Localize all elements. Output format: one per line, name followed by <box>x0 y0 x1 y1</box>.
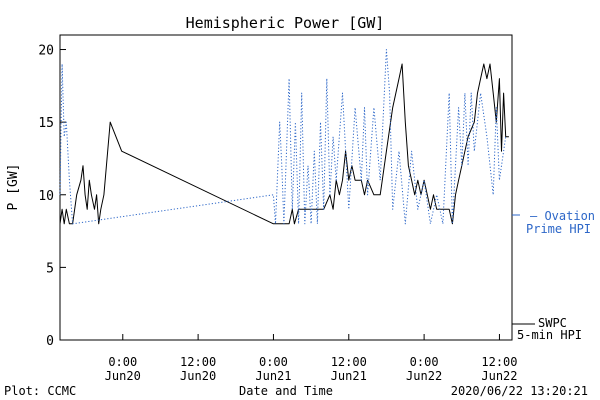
chart-title: Hemispheric Power [GW] <box>186 14 385 32</box>
x-tick-time-0: 0:00 <box>108 355 137 369</box>
y-tick-label-0: 0 <box>46 334 54 349</box>
legend-ovation: — Ovation Prime HPI <box>512 209 595 236</box>
x-tick-date-4: Jun22 <box>406 369 442 383</box>
legend-swpc-line2: 5-min HPI <box>517 328 582 342</box>
y-tick-label-4: 20 <box>38 44 54 59</box>
y-tick-label-2: 10 <box>38 189 54 204</box>
x-tick-date-3: Jun21 <box>331 369 367 383</box>
x-tick-time-4: 0:00 <box>410 355 439 369</box>
legend-swpc-line1: SWPC <box>538 316 567 330</box>
x-tick-time-5: 12:00 <box>481 355 517 369</box>
x-tick-date-2: Jun21 <box>255 369 291 383</box>
x-axis-label: Date and Time <box>239 384 333 398</box>
plot-timestamp: 2020/06/22 13:20:21 <box>451 384 588 398</box>
series-line-swpc <box>59 63 509 225</box>
legend-ovation-line2: Prime HPI <box>526 222 591 236</box>
series-layer <box>59 49 509 225</box>
legend-swpc: SWPC 5-min HPI <box>512 316 582 342</box>
y-tick-label-1: 5 <box>46 261 54 276</box>
x-axis-ticks: 0:00Jun2012:00Jun200:00Jun2112:00Jun210:… <box>105 334 518 383</box>
legend-ovation-line1: — Ovation <box>530 209 595 223</box>
x-tick-date-5: Jun22 <box>481 369 517 383</box>
x-tick-time-3: 12:00 <box>331 355 367 369</box>
x-tick-date-1: Jun20 <box>180 369 216 383</box>
y-tick-label-3: 15 <box>38 116 54 131</box>
x-tick-date-0: Jun20 <box>105 369 141 383</box>
x-tick-time-2: 0:00 <box>259 355 288 369</box>
series-line-ovation <box>59 49 507 225</box>
x-tick-time-1: 12:00 <box>180 355 216 369</box>
y-axis-label: P [GW] <box>6 164 21 211</box>
plot-credit: Plot: CCMC <box>4 384 76 398</box>
y-axis-ticks: 0 5 10 15 20 <box>38 44 66 349</box>
